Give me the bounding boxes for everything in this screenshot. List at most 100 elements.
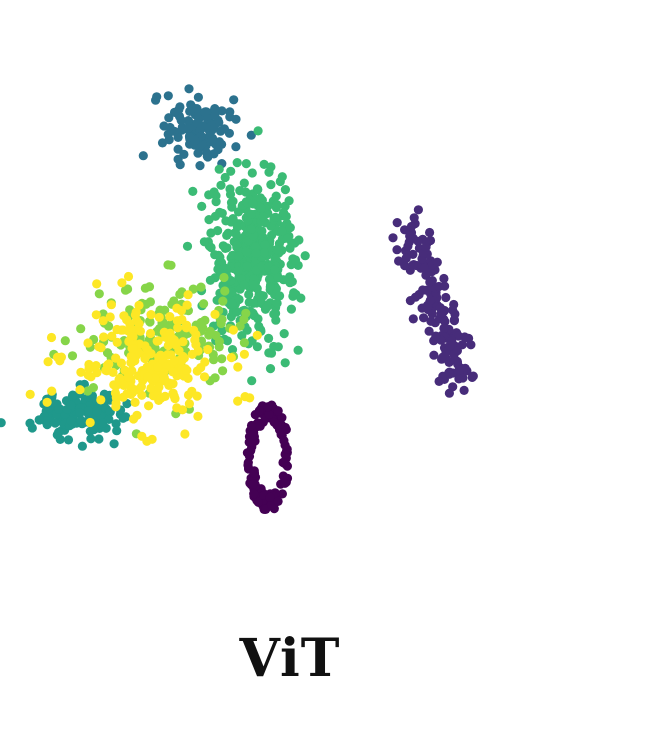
scatter-point-class-2 [152, 92, 162, 102]
scatter-point-class-5 [241, 308, 251, 318]
scatter-point-class-4 [259, 248, 269, 258]
scatter-point-class-3 [50, 418, 60, 428]
scatter-points [0, 84, 478, 514]
scatter-point-class-4 [264, 167, 274, 177]
scatter-point-class-6 [119, 380, 129, 390]
scatter-point-class-4 [239, 280, 249, 290]
scatter-point-class-1 [432, 257, 442, 267]
scatter-point-class-1 [452, 356, 462, 367]
scatter-point-class-1 [425, 295, 435, 305]
scatter-point-class-6 [128, 414, 139, 424]
scatter-point-class-5 [67, 351, 78, 361]
scatter-point-class-3 [76, 415, 86, 425]
scatter-point-class-2 [193, 148, 203, 158]
scatter-point-class-2 [176, 115, 186, 125]
scatter-point-class-1 [454, 365, 464, 375]
scatter-point-class-6 [159, 374, 169, 384]
scatter-point-class-6 [176, 306, 186, 316]
scatter-point-class-2 [169, 126, 179, 136]
scatter-point-class-4 [242, 261, 252, 271]
scatter-point-class-4 [228, 214, 238, 224]
scatter-point-class-6 [86, 372, 96, 382]
scatter-point-class-2 [185, 106, 195, 116]
scatter-point-class-6 [96, 395, 106, 405]
scatter-point-class-1 [444, 369, 454, 379]
scatter-point-class-6 [182, 300, 192, 310]
scatter-point-class-2 [246, 130, 256, 140]
scatter-point-class-6 [150, 373, 160, 383]
scatter-point-class-5 [218, 296, 228, 306]
scatter-point-class-0 [249, 430, 259, 440]
scatter-point-class-6 [46, 332, 57, 343]
scatter-point-class-4 [188, 186, 198, 196]
scatter-point-class-4 [296, 293, 306, 303]
scatter-point-class-0 [264, 409, 274, 419]
scatter-point-class-6 [83, 338, 93, 348]
scatter-point-class-6 [146, 383, 156, 393]
scatter-point-class-3 [0, 418, 6, 428]
scatter-point-class-2 [190, 135, 200, 145]
scatter-point-class-2 [217, 106, 227, 116]
scatter-point-class-4 [241, 159, 251, 169]
scatter-point-class-6 [159, 367, 169, 377]
scatter-point-class-4 [215, 252, 225, 262]
scatter-point-class-1 [406, 221, 416, 232]
chart-title: ViT [239, 628, 341, 689]
scatter-point-class-1 [450, 309, 460, 319]
scatter-point-class-0 [277, 489, 287, 499]
scatter-point-class-6 [75, 385, 85, 395]
scatter-point-class-4 [248, 199, 258, 209]
scatter-point-class-6 [187, 349, 197, 359]
scatter-point-class-1 [435, 303, 445, 313]
scatter-point-class-6 [106, 300, 116, 310]
scatter-point-class-5 [102, 348, 113, 358]
scatter-point-class-5 [60, 336, 70, 346]
scatter-point-class-2 [138, 151, 148, 161]
scatter-point-class-1 [419, 313, 429, 323]
scatter-point-class-3 [27, 423, 37, 433]
scatter-point-class-6 [233, 362, 243, 372]
scatter-point-class-2 [184, 84, 194, 94]
scatter-point-class-0 [263, 402, 273, 412]
scatter-point-class-5 [218, 366, 228, 376]
scatter-point-class-6 [177, 405, 188, 415]
scatter-point-class-6 [134, 319, 144, 329]
scatter-point-class-6 [154, 312, 164, 322]
scatter-point-class-4 [285, 278, 295, 288]
scatter-point-class-3 [66, 400, 76, 410]
scatter-point-class-6 [123, 271, 134, 282]
scatter-point-class-1 [431, 331, 441, 341]
scatter-point-class-4 [247, 168, 257, 178]
scatter-point-class-1 [401, 253, 411, 264]
scatter-point-class-1 [418, 285, 428, 295]
scatter-point-class-4 [279, 329, 289, 339]
scatter-point-class-4 [279, 208, 289, 218]
scatter-point-class-2 [229, 95, 239, 105]
scatter-point-class-4 [262, 302, 272, 312]
scatter-point-class-4 [266, 180, 276, 190]
scatter-point-class-2 [164, 113, 174, 123]
scatter-point-class-2 [195, 161, 205, 171]
scatter-point-class-1 [447, 336, 457, 346]
scatter-point-class-3 [83, 406, 94, 416]
scatter-point-class-4 [211, 197, 221, 207]
scatter-point-class-1 [388, 233, 398, 243]
scatter-point-class-1 [421, 242, 431, 252]
scatter-point-class-1 [449, 316, 459, 326]
scatter-point-class-6 [171, 338, 181, 348]
scatter-point-class-6 [180, 429, 190, 439]
scatter-point-class-4 [226, 166, 236, 176]
scatter-point-class-6 [152, 336, 162, 346]
scatter-point-class-3 [54, 404, 64, 414]
scatter-point-class-1 [434, 376, 444, 386]
scatter-point-class-3 [75, 408, 85, 418]
scatter-point-class-4 [220, 172, 230, 183]
scatter-point-class-4 [277, 226, 287, 236]
scatter-point-class-6 [136, 382, 146, 392]
scatter-point-class-3 [94, 434, 104, 444]
scatter-point-class-6 [142, 362, 152, 372]
scatter-point-class-6 [228, 325, 238, 335]
scatter-point-class-0 [255, 421, 265, 431]
scatter-point-class-1 [441, 292, 451, 303]
scatter-point-class-0 [273, 496, 283, 506]
